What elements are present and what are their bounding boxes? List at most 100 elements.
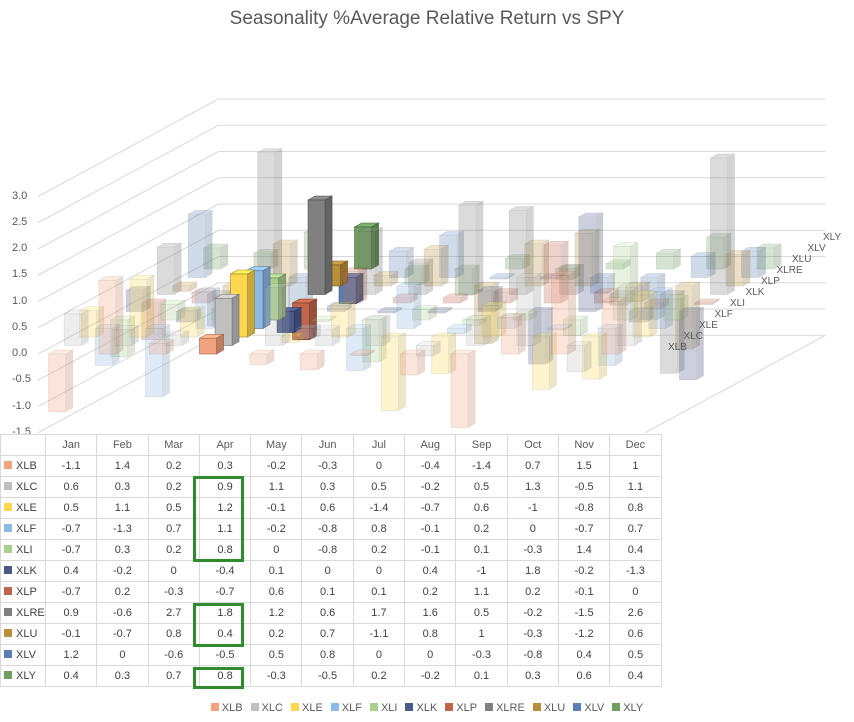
data-label: -0.5 bbox=[198, 644, 252, 666]
data-label: 0.2 bbox=[147, 455, 200, 477]
series-name: XLU bbox=[16, 628, 38, 640]
data-label: -0.7 bbox=[557, 518, 611, 540]
data-label: 0.7 bbox=[301, 623, 354, 645]
y-tick-label: 2.0 bbox=[12, 242, 28, 254]
data-label: 0.4 bbox=[44, 560, 98, 582]
bar-XLY-Dec bbox=[755, 243, 783, 270]
month-header: Mar bbox=[147, 434, 200, 456]
data-label: 1.1 bbox=[609, 476, 662, 498]
bar-XLK-Nov bbox=[628, 306, 655, 323]
month-header: Dec bbox=[609, 434, 662, 456]
month-header: Jun bbox=[301, 434, 354, 456]
bar-XLV-Oct bbox=[639, 272, 666, 321]
data-label: 2.6 bbox=[609, 602, 662, 624]
bar-XLB-Nov bbox=[550, 270, 577, 355]
data-label: 0.4 bbox=[557, 644, 611, 666]
data-label: -0.2 bbox=[250, 455, 303, 477]
table-row: XLK 0.4 -0.2 0 -0.4 0.1 0 0 0.4 -1 1.8 -0.2 -1.3 bbox=[0, 560, 662, 582]
data-label: 0.5 bbox=[44, 497, 98, 519]
chart-title: Seasonality %Average Relative Return vs … bbox=[229, 8, 625, 29]
bar-XLU-May bbox=[372, 270, 399, 287]
month-header: Apr bbox=[198, 434, 252, 456]
highlight-box bbox=[192, 603, 245, 647]
legend-color-key bbox=[405, 703, 414, 711]
data-label: 1.1 bbox=[198, 518, 252, 540]
series-color-key bbox=[4, 608, 12, 616]
bar-XLC-May bbox=[264, 283, 291, 347]
bar-XLK-May bbox=[326, 301, 353, 313]
data-label: 0 bbox=[506, 518, 559, 540]
bar-XLI-May bbox=[310, 315, 337, 323]
bar-XLU-Dec bbox=[724, 249, 752, 287]
data-label: 0 bbox=[609, 581, 662, 603]
data-label: 0.2 bbox=[96, 581, 149, 603]
series-name: XLC bbox=[16, 481, 38, 493]
legend-label: XLP bbox=[456, 702, 478, 714]
depth-label-XLC: XLC bbox=[683, 331, 703, 342]
data-label: 1.1 bbox=[455, 581, 508, 603]
legend-color-key bbox=[250, 703, 259, 711]
table-row: XLC 0.6 0.3 0.2 0.9 1.1 0.3 0.5 -0.2 0.5 1.3 -0.5 1.… bbox=[0, 476, 662, 498]
bar-XLU-Aug bbox=[523, 239, 550, 287]
table-row: XLRE 0.9 -0.6 2.7 1.8 1.2 0.6 1.7 1.6 0.5 -0.2 -1.5… bbox=[0, 602, 662, 624]
series-label: XLC bbox=[0, 476, 46, 498]
bar-XLF-Jan bbox=[94, 323, 121, 366]
data-label: -1.1 bbox=[44, 455, 98, 477]
data-label: -0.5 bbox=[301, 665, 354, 687]
bar-XLC-Dec bbox=[616, 283, 643, 347]
data-label: 0.2 bbox=[352, 665, 406, 687]
data-label: 1.5 bbox=[557, 455, 611, 477]
data-label: 0.2 bbox=[250, 623, 303, 645]
series-label: XLU bbox=[0, 623, 46, 645]
month-header: Oct bbox=[506, 434, 559, 456]
bar-XLU-Jun bbox=[423, 244, 450, 287]
legend-color-key bbox=[210, 703, 219, 711]
legend-item-XLE: XLE bbox=[290, 702, 323, 714]
data-label: -0.8 bbox=[506, 644, 559, 666]
depth-label-XLP: XLP bbox=[761, 276, 780, 287]
bar-XLV-Aug bbox=[539, 272, 566, 280]
data-label: 0.8 bbox=[404, 623, 457, 645]
bar-XLC-Feb bbox=[113, 325, 140, 347]
bar-XLK-Dec bbox=[678, 306, 705, 381]
legend-color-key bbox=[532, 703, 541, 711]
legend-color-key bbox=[290, 703, 299, 711]
data-label: 0.3 bbox=[506, 665, 559, 687]
data-label: 0.2 bbox=[147, 539, 200, 561]
bar-XLB-Aug bbox=[399, 349, 426, 376]
data-label: -0.8 bbox=[301, 539, 354, 561]
bar-XLB-Mar bbox=[148, 338, 175, 355]
data-label: 0.6 bbox=[455, 497, 508, 519]
bar-XLF-May bbox=[295, 323, 322, 340]
bar-XLI-Oct bbox=[562, 315, 589, 337]
y-tick-label: -0.5 bbox=[12, 373, 31, 386]
bar-XLB-May bbox=[248, 349, 275, 366]
bar-XLRE-Jul bbox=[457, 200, 485, 296]
series-color-key bbox=[4, 671, 12, 679]
data-label: 0 bbox=[404, 644, 457, 666]
bar-XLK-Oct bbox=[577, 212, 604, 313]
data-label: -0.2 bbox=[404, 665, 457, 687]
data-label: 0.3 bbox=[301, 476, 354, 498]
bar-XLI-Feb bbox=[159, 299, 187, 321]
bar-XLC-Mar bbox=[163, 330, 190, 347]
bar-XLC-Sep bbox=[465, 314, 492, 347]
bar-XLE-Aug bbox=[430, 332, 457, 375]
data-label: -0.3 bbox=[506, 623, 559, 645]
legend-label: XLI bbox=[380, 702, 398, 714]
bar-XLK-Jan bbox=[125, 285, 152, 313]
bar-XLY-Jan bbox=[202, 243, 229, 270]
series-name: XLB bbox=[16, 460, 37, 472]
series-label: XLK bbox=[0, 560, 46, 582]
bar-XLP-Sep bbox=[542, 240, 570, 304]
table-row: XLU -0.1 -0.7 0.8 0.4 0.2 0.7 -1.1 0.8 1 -0.3 -1.2 0… bbox=[0, 623, 662, 645]
month-header: Jan bbox=[44, 434, 98, 456]
data-label: 0.3 bbox=[96, 476, 149, 498]
table-row: XLP -0.7 0.2 -0.3 -0.7 0.6 0.1 0.1 0.2 1.1 0.2 -0.1… bbox=[0, 581, 662, 603]
bar-XLB-Apr bbox=[198, 333, 225, 355]
data-label: 0.8 bbox=[147, 623, 200, 645]
legend-item-XLU: XLU bbox=[532, 702, 565, 714]
bar-XLU-Jan bbox=[171, 281, 198, 292]
table-row: XLF -0.7 -1.3 0.7 1.1 -0.2 -0.8 0.8 -0.1 0.2 0 -0.7… bbox=[0, 518, 662, 540]
series-name: XLF bbox=[16, 523, 37, 535]
